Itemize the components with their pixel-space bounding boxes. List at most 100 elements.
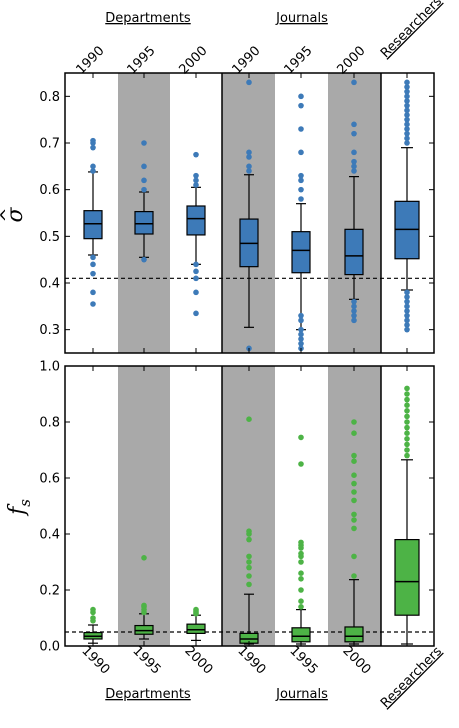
flier-point <box>141 256 147 263</box>
shaded-column <box>118 366 170 646</box>
flier-point <box>193 310 199 317</box>
flier-point <box>141 177 147 184</box>
flier-point <box>351 79 357 86</box>
box-iqr <box>344 228 364 276</box>
flier-point <box>141 140 147 146</box>
flier-point <box>404 385 410 392</box>
bottom-ylabel: fs <box>5 499 34 517</box>
flier-point <box>90 261 96 268</box>
flier-point <box>404 396 410 403</box>
flier-point <box>351 312 357 319</box>
x-tick-label: 2000 <box>339 644 373 678</box>
flier-point <box>246 536 252 543</box>
flier-point <box>246 163 252 170</box>
flier-point <box>404 102 410 109</box>
flier-point <box>351 317 357 324</box>
flier-point <box>298 550 304 557</box>
flier-point <box>404 408 410 414</box>
flier-point <box>298 434 304 441</box>
flier-point <box>90 301 96 307</box>
flier-point <box>193 289 199 296</box>
box-iqr <box>186 623 206 634</box>
flier-point <box>246 581 252 588</box>
flier-point <box>351 458 357 465</box>
flier-point <box>404 419 410 425</box>
flier-point <box>298 539 304 546</box>
flier-point <box>351 511 357 518</box>
flier-point <box>351 163 357 170</box>
y-tick-label: 0.8 <box>39 416 60 431</box>
flier-point <box>351 168 357 174</box>
flier-point <box>141 186 147 193</box>
flier-point <box>351 472 357 479</box>
flier-point <box>351 452 357 459</box>
y-tick-label: 0.2 <box>39 584 60 599</box>
flier-point <box>351 298 357 305</box>
flier-point <box>351 497 357 504</box>
flier-point <box>404 436 410 442</box>
flier-point <box>404 391 410 397</box>
flier-point <box>298 340 304 347</box>
flier-point <box>298 196 304 202</box>
box-series <box>83 79 420 645</box>
flier-point <box>351 480 357 487</box>
x-tick-label: 1995 <box>129 644 163 678</box>
flier-point <box>193 182 199 188</box>
flier-point <box>90 137 96 144</box>
bottom-group-label-journals: Journals <box>275 687 328 702</box>
flier-point <box>298 598 304 604</box>
flier-point <box>404 308 410 314</box>
flier-point <box>404 322 410 328</box>
flier-point <box>298 126 304 132</box>
flier-point <box>141 163 147 170</box>
flier-point <box>90 163 96 170</box>
flier-point <box>351 553 357 560</box>
flier-point <box>193 172 199 179</box>
flier-point <box>298 559 304 565</box>
flier-point <box>351 121 357 128</box>
flier-point <box>298 317 304 324</box>
top-group-label-researchers: Researchers <box>378 0 445 61</box>
flier-point <box>404 298 410 305</box>
flier-point <box>246 559 252 565</box>
flier-point <box>404 312 410 319</box>
box-iqr <box>83 210 103 240</box>
flier-point <box>298 576 304 582</box>
flier-point <box>351 158 357 165</box>
flier-point <box>404 107 410 114</box>
flier-point <box>351 573 357 579</box>
flier-point <box>141 555 147 561</box>
box-iqr <box>291 627 311 643</box>
flier-point <box>404 303 410 310</box>
top-group-label-journals: Journals <box>275 11 328 26</box>
flier-point <box>404 135 410 142</box>
axes <box>64 72 435 647</box>
x-tick-label: 1990 <box>78 644 112 678</box>
flier-point <box>404 289 410 296</box>
flier-point <box>404 84 410 90</box>
flier-point <box>90 289 96 296</box>
flier-point <box>298 326 304 333</box>
flier-point <box>351 303 357 310</box>
box-iqr <box>186 205 206 236</box>
flier-point <box>351 130 357 137</box>
box-iqr <box>134 211 154 235</box>
bottom-group-label-researchers: Researchers <box>378 644 445 711</box>
flier-point <box>404 441 410 448</box>
flier-point <box>351 430 357 437</box>
flier-point <box>404 79 410 86</box>
flier-point <box>298 570 304 576</box>
flier-point <box>404 452 410 459</box>
flier-point <box>404 140 410 146</box>
x-tick-label: 1995 <box>286 644 320 678</box>
box-iqr <box>344 626 364 643</box>
flier-point <box>246 564 252 571</box>
flier-point <box>90 144 96 151</box>
flier-point <box>404 98 410 104</box>
flier-point <box>298 604 304 610</box>
y-tick-label: 1.0 <box>39 360 60 375</box>
flier-point <box>246 553 252 560</box>
flier-point <box>404 93 410 100</box>
flier-point <box>90 606 96 613</box>
flier-point <box>404 121 410 128</box>
